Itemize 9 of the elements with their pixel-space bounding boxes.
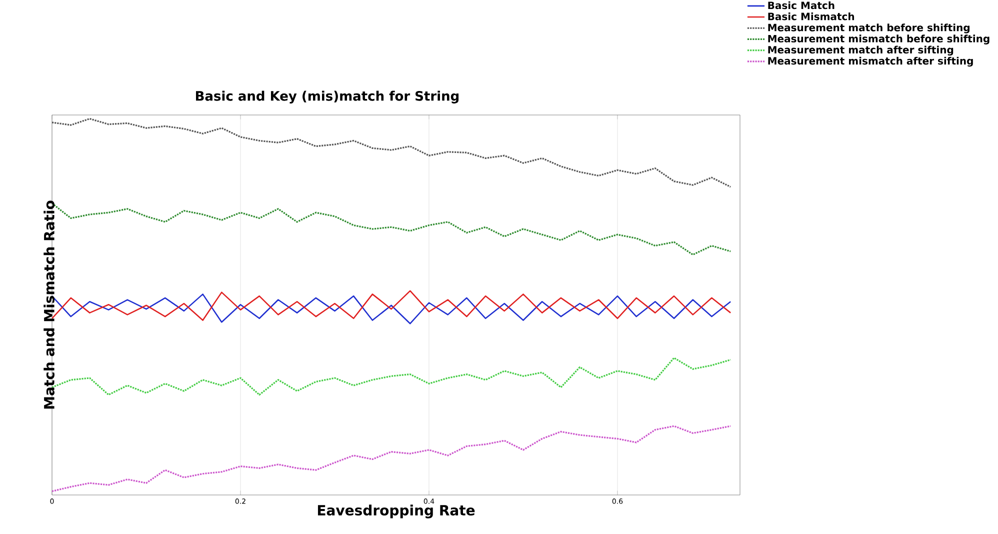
y-axis-title: Match and Mismatch Ratio — [44, 200, 54, 409]
legend-label: Basic Match — [768, 1, 834, 10]
chart-title: Basic and Key (mis)match for String — [196, 90, 459, 104]
x-axis-title: Eavesdropping Rate — [318, 504, 475, 518]
legend-label: Measurement mismatch after sifting — [768, 56, 973, 67]
legend-label: Measurement match after sifting — [768, 46, 954, 56]
legend-label: Basic Mismatch — [768, 12, 854, 20]
legend-label: Measurement match before shifting — [768, 24, 970, 34]
legend-label: Measurement mismatch before shifting — [768, 34, 990, 44]
